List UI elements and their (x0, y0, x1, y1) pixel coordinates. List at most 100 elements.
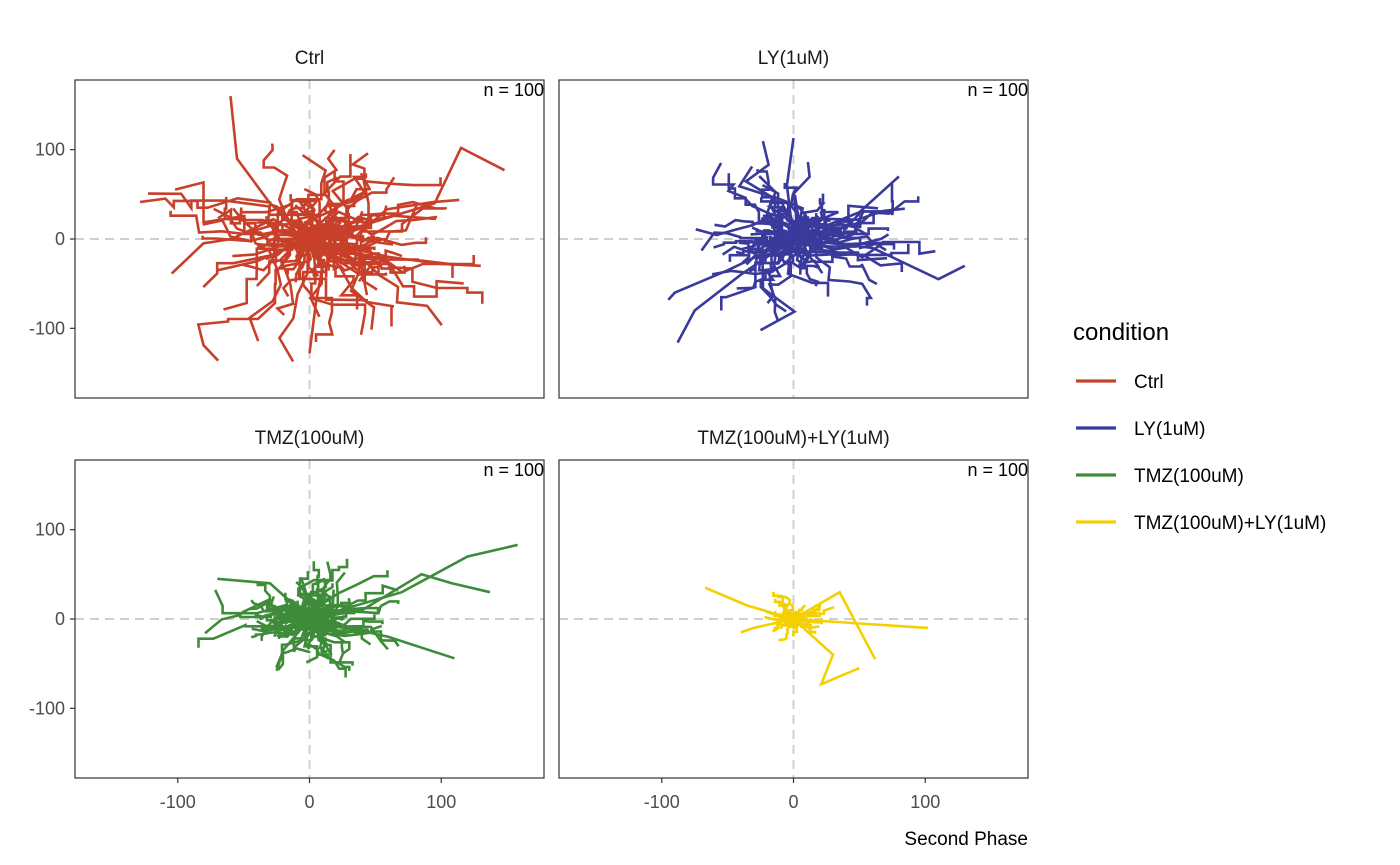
legend-title: condition (1073, 319, 1169, 346)
tracks (704, 586, 928, 687)
count-annotation: n = 100 (483, 460, 544, 480)
panel-border (558, 79, 1029, 399)
track-line (303, 577, 328, 621)
y-axis-ticks: -100 0 100 -100 0 100 (29, 140, 75, 718)
track-line (667, 237, 795, 301)
track-line (785, 137, 795, 240)
track-line (309, 146, 506, 241)
facet-title: LY(1uM) (758, 48, 829, 69)
y-tick-label: 100 (35, 520, 65, 540)
x-tick-label: -100 (160, 792, 196, 812)
track-line (308, 617, 383, 634)
track-line (309, 543, 518, 621)
y-tick-label: 0 (55, 229, 65, 249)
track-line (766, 238, 795, 304)
track-line (793, 175, 900, 241)
track-line (779, 594, 795, 620)
track-line (303, 618, 351, 671)
track-line (277, 618, 312, 639)
track-line (793, 237, 966, 281)
track-line (217, 237, 311, 272)
track-line (297, 561, 332, 620)
legend-item: TMZ(100uM)+LY(1uM) (1076, 513, 1326, 534)
track-line (264, 215, 310, 241)
track-line (308, 238, 325, 354)
track-line (737, 165, 805, 240)
y-tick-label: -100 (29, 318, 65, 338)
tracks (139, 95, 506, 363)
track-line (275, 238, 312, 316)
track-line (308, 237, 367, 335)
legend-label: TMZ(100uM)+LY(1uM) (1134, 513, 1326, 534)
track-line (294, 204, 324, 240)
track-line (793, 617, 928, 630)
x-tick-label: 100 (426, 792, 456, 812)
tracks (667, 137, 966, 344)
legend-label: LY(1uM) (1134, 419, 1205, 440)
track-line (290, 149, 339, 241)
facet-panels: Ctrl n = 100 LY(1uM) n = 100 TMZ(100uM) n = 1… (74, 48, 1029, 779)
track-line (217, 577, 311, 620)
x-tick-label: 100 (910, 792, 940, 812)
x-tick-label: 0 (304, 792, 314, 812)
track-line (309, 236, 364, 275)
track-line (277, 617, 310, 671)
panel-tmz-100um-ly-1um: TMZ(100uM)+LY(1uM) n = 100 (558, 428, 1029, 779)
facet-title: TMZ(100uM) (255, 428, 365, 449)
legend-label: Ctrl (1134, 372, 1164, 393)
track-line (308, 210, 437, 240)
track-line (309, 572, 491, 621)
count-annotation: n = 100 (967, 460, 1028, 480)
track-line (676, 237, 795, 344)
track-line (309, 237, 481, 268)
track-line (229, 95, 311, 240)
track-line (750, 231, 794, 242)
track-line (740, 617, 794, 634)
x-axis-title: Second Phase (904, 829, 1028, 850)
track-line (214, 589, 311, 621)
legend: condition Ctrl LY(1uM) TMZ(100uM) TMZ(100uM… (1073, 319, 1326, 534)
track-line (792, 207, 894, 240)
legend-item: LY(1uM) (1076, 419, 1205, 440)
track-line (309, 617, 455, 660)
legend-item: Ctrl (1076, 372, 1164, 393)
track-line (269, 595, 310, 621)
track-line (309, 205, 418, 243)
track-line (223, 196, 311, 240)
legend-item: TMZ(100uM) (1076, 466, 1244, 487)
track-line (762, 214, 794, 245)
count-annotation: n = 100 (967, 80, 1028, 100)
track-line (297, 171, 345, 241)
track-line (295, 580, 321, 620)
track-line (267, 613, 310, 631)
track-line (792, 590, 877, 660)
track-line (793, 604, 822, 621)
track-line (700, 229, 794, 252)
track-line (695, 215, 795, 240)
track-line (275, 618, 311, 672)
track-line (266, 237, 310, 249)
y-tick-label: 0 (55, 609, 65, 629)
track-line (309, 207, 447, 265)
track-line (780, 602, 795, 621)
track-line (793, 237, 878, 286)
count-annotation: n = 100 (483, 80, 544, 100)
x-tick-label: 0 (788, 792, 798, 812)
track-line (783, 206, 808, 241)
legend-label: TMZ(100uM) (1134, 466, 1244, 487)
track-line (793, 227, 890, 245)
track-line (704, 586, 794, 621)
panel-ctrl: Ctrl n = 100 (74, 48, 545, 399)
panel-ly-1um: LY(1uM) n = 100 (558, 48, 1029, 399)
facet-title: TMZ(100uM)+LY(1uM) (697, 428, 889, 449)
track-line (792, 618, 860, 687)
track-line (308, 561, 321, 620)
track-line (309, 558, 349, 621)
tracks (197, 543, 518, 678)
track-line (309, 597, 351, 621)
x-tick-label: -100 (644, 792, 680, 812)
x-axis-ticks: -100 0 100 -100 0 100 (160, 778, 940, 812)
track-line (201, 226, 310, 243)
track-line (741, 237, 794, 264)
